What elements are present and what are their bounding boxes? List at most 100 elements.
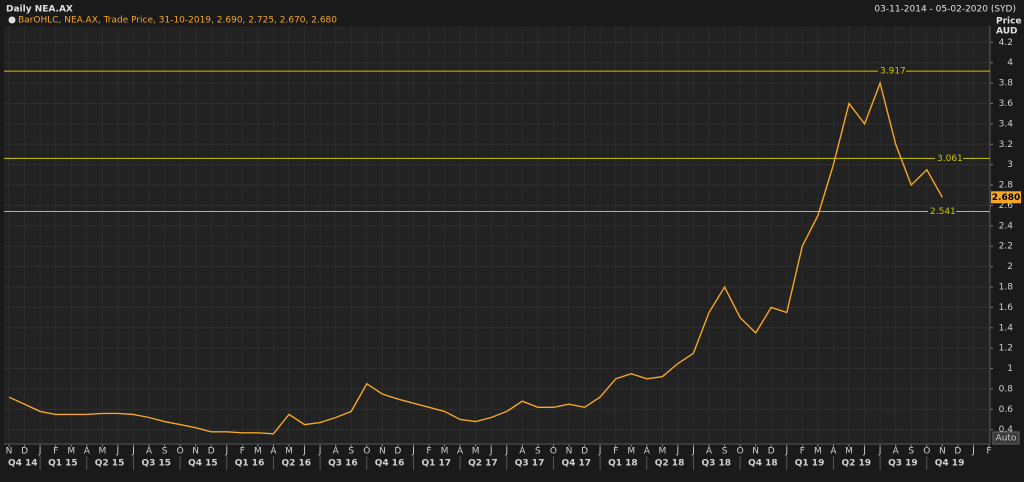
- x-tick-label: N: [566, 447, 573, 457]
- quarter-label: Q2 19: [841, 459, 871, 469]
- x-tick-label: M: [98, 447, 106, 457]
- x-tick-label: D: [394, 447, 401, 457]
- y-tick-label: 3.2: [999, 140, 1013, 150]
- y-axis-title: Price: [996, 17, 1022, 27]
- price-line: [8, 80, 943, 435]
- x-tick-label: S: [348, 447, 354, 457]
- auto-button-label[interactable]: Auto: [996, 434, 1017, 444]
- x-tick-label: A: [146, 447, 153, 457]
- x-tick-label: A: [644, 447, 651, 457]
- plot-area: [4, 26, 990, 444]
- y-tick-label: 2.2: [999, 242, 1013, 252]
- x-tick-label: F: [800, 447, 805, 457]
- quarter-label: Q3 15: [141, 459, 171, 469]
- x-tick-label: N: [192, 447, 199, 457]
- x-tick-label: D: [21, 447, 28, 457]
- y-tick-label: 2: [1007, 262, 1013, 272]
- x-tick-label: S: [722, 447, 728, 457]
- x-tick-label: M: [285, 447, 293, 457]
- x-tick-label: F: [613, 447, 618, 457]
- legend-icon[interactable]: [8, 16, 16, 24]
- x-tick-label: O: [550, 447, 557, 457]
- quarter-label: Q2 17: [468, 459, 498, 469]
- legend-text: BarOHLC, NEA.AX, Trade Price, 31-10-2019…: [18, 16, 337, 26]
- x-tick-label: J: [318, 447, 322, 457]
- x-tick-label: O: [177, 447, 184, 457]
- last-price-label: 2.680: [992, 193, 1020, 203]
- y-tick-label: 1.2: [999, 344, 1013, 354]
- x-tick-label: J: [411, 447, 415, 457]
- level-label-bg: [878, 65, 906, 77]
- quarter-label: Q2 18: [655, 459, 685, 469]
- y-axis-unit: AUD: [996, 27, 1017, 37]
- x-tick-label: J: [862, 447, 866, 457]
- x-tick-label: A: [84, 447, 91, 457]
- x-tick-label: A: [333, 447, 340, 457]
- quarter-label: Q3 16: [328, 459, 358, 469]
- y-tick-label: 2.6: [999, 201, 1014, 211]
- y-tick-label: 0.6: [999, 405, 1014, 415]
- x-tick-label: O: [363, 447, 370, 457]
- y-tick-label: 2.4: [999, 221, 1014, 231]
- y-tick-label: 1.8: [999, 282, 1014, 292]
- x-tick-label: M: [472, 447, 480, 457]
- x-tick-label: J: [116, 447, 120, 457]
- x-tick-label: A: [270, 447, 277, 457]
- x-tick-label: A: [457, 447, 464, 457]
- quarter-label: Q3 19: [888, 459, 918, 469]
- y-tick-label: 4.2: [999, 38, 1013, 48]
- y-tick-label: 3.6: [999, 99, 1014, 109]
- quarter-label: Q4 19: [935, 459, 965, 469]
- x-tick-label: M: [627, 447, 635, 457]
- quarter-label: Q4 16: [375, 459, 405, 469]
- level-label-bg: [935, 152, 963, 164]
- x-tick-label: J: [878, 447, 882, 457]
- x-tick-label: J: [224, 447, 228, 457]
- x-tick-label: M: [658, 447, 666, 457]
- y-tick-label: 1.4: [999, 323, 1014, 333]
- x-tick-label: N: [379, 447, 386, 457]
- quarter-label: Q1 19: [795, 459, 825, 469]
- x-tick-label: S: [162, 447, 168, 457]
- x-tick-label: J: [676, 447, 680, 457]
- x-tick-label: A: [830, 447, 837, 457]
- auto-button[interactable]: [992, 431, 1020, 445]
- x-tick-label: J: [971, 447, 975, 457]
- x-tick-label: O: [737, 447, 744, 457]
- y-tick-label: 3.4: [999, 119, 1014, 129]
- x-tick-label: N: [939, 447, 946, 457]
- y-tick-label: 3.8: [999, 79, 1014, 89]
- x-tick-label: F: [426, 447, 431, 457]
- x-tick-label: J: [302, 447, 306, 457]
- level-label: 3.061: [937, 154, 963, 164]
- x-tick-label: A: [706, 447, 713, 457]
- x-tick-label: J: [131, 447, 135, 457]
- quarter-label: Q2 15: [95, 459, 125, 469]
- x-tick-label: M: [67, 447, 75, 457]
- x-tick-label: N: [6, 447, 13, 457]
- y-tick-label: 0.4: [999, 425, 1014, 435]
- y-tick-label: 2.8: [999, 181, 1014, 191]
- x-tick-label: A: [519, 447, 526, 457]
- x-tick-label: J: [598, 447, 602, 457]
- x-tick-label: F: [986, 447, 991, 457]
- x-tick-label: J: [691, 447, 695, 457]
- x-tick-label: F: [53, 447, 58, 457]
- quarter-label: Q1 15: [48, 459, 78, 469]
- last-price-tag: [991, 191, 1021, 204]
- x-tick-label: M: [814, 447, 822, 457]
- x-tick-label: M: [441, 447, 449, 457]
- x-tick-label: D: [954, 447, 961, 457]
- quarter-label: Q3 18: [701, 459, 731, 469]
- quarter-label: Q4 15: [188, 459, 218, 469]
- level-label: 2.541: [930, 207, 956, 217]
- x-tick-label: S: [908, 447, 914, 457]
- y-tick-label: 0.8: [999, 384, 1014, 394]
- level-label-bg: [928, 205, 956, 217]
- x-tick-label: J: [504, 447, 508, 457]
- chart-title: Daily NEA.AX: [6, 5, 73, 15]
- quarter-label: Q2 16: [281, 459, 311, 469]
- quarter-label: Q4 17: [561, 459, 591, 469]
- x-tick-label: J: [784, 447, 788, 457]
